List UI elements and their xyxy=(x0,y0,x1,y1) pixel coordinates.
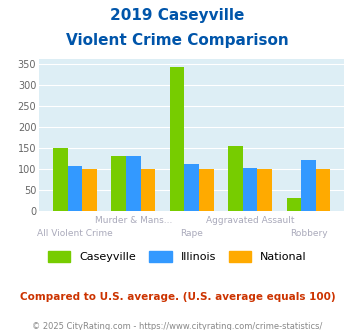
Bar xyxy=(286,198,301,211)
Bar xyxy=(257,169,272,211)
Text: © 2025 CityRating.com - https://www.cityrating.com/crime-statistics/: © 2025 CityRating.com - https://www.city… xyxy=(32,322,323,330)
Bar xyxy=(199,169,214,211)
Text: Murder & Mans...: Murder & Mans... xyxy=(94,216,172,225)
Bar xyxy=(53,148,67,211)
Text: All Violent Crime: All Violent Crime xyxy=(37,229,113,238)
Bar xyxy=(126,156,141,211)
Text: Violent Crime Comparison: Violent Crime Comparison xyxy=(66,33,289,48)
Bar xyxy=(184,164,199,211)
Bar xyxy=(301,160,316,211)
Bar xyxy=(82,169,97,211)
Bar xyxy=(316,169,331,211)
Bar xyxy=(170,67,184,211)
Bar xyxy=(67,166,82,211)
Text: Aggravated Assault: Aggravated Assault xyxy=(206,216,294,225)
Text: Compared to U.S. average. (U.S. average equals 100): Compared to U.S. average. (U.S. average … xyxy=(20,292,335,302)
Text: 2019 Caseyville: 2019 Caseyville xyxy=(110,8,245,23)
Bar xyxy=(111,156,126,211)
Text: Rape: Rape xyxy=(180,229,203,238)
Bar xyxy=(141,169,155,211)
Legend: Caseyville, Illinois, National: Caseyville, Illinois, National xyxy=(44,247,311,267)
Text: Robbery: Robbery xyxy=(290,229,327,238)
Bar xyxy=(228,146,243,211)
Bar xyxy=(243,168,257,211)
